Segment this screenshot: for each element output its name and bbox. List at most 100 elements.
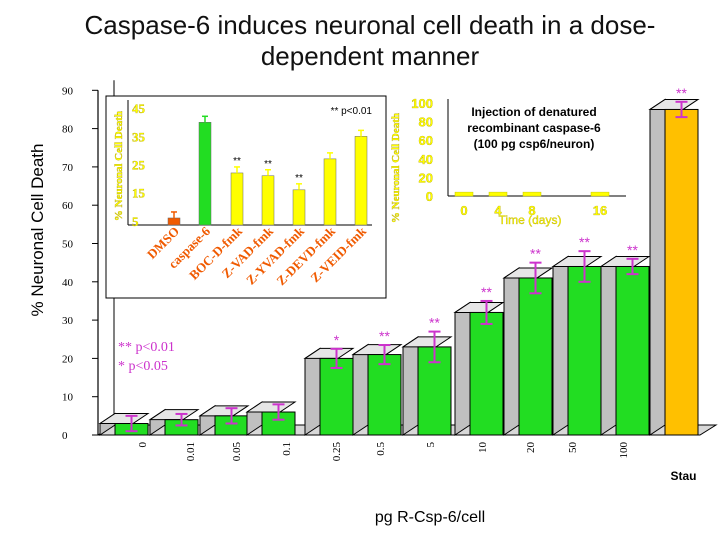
inset-significance-label: ** (233, 156, 241, 167)
bar-top (303, 347, 355, 359)
y-tick-label: 70 (62, 162, 74, 174)
inset-y-axis-label: % Neuronal Cell Death (113, 111, 125, 221)
bar-top (148, 409, 200, 421)
inset2-y-tick-label: 80 (419, 115, 433, 130)
inset2-y-tick-label: 40 (419, 152, 433, 167)
significance-label: ** (579, 234, 590, 250)
significance-label: ** (429, 315, 440, 331)
significance-label: ** (530, 246, 541, 262)
inset2-bar (590, 191, 610, 197)
bar-top (245, 401, 297, 413)
bar-side (352, 343, 369, 436)
bar (664, 108, 699, 436)
inset-y-tick-label: 25 (132, 158, 146, 173)
bar (518, 277, 553, 436)
y-tick-label: 90 (62, 85, 74, 97)
bar-side (304, 347, 321, 436)
inset2-y-tick-label: 0 (426, 189, 433, 204)
x-tick-label: 0.1 (281, 442, 293, 456)
bar-top (551, 255, 603, 267)
legend-line: ** p<0.01 (118, 340, 175, 355)
inset-bar (230, 172, 244, 226)
inset2-y-axis-label: % Neuronal Cell Death (390, 113, 402, 223)
y-tick-label: 0 (62, 430, 68, 442)
inset-y-tick-label: 45 (132, 101, 146, 116)
bar (319, 357, 354, 436)
x-tick-label: Stau (670, 469, 696, 483)
inset-bar (261, 175, 275, 226)
inset-bar (292, 189, 306, 226)
x-tick-label: 20 (525, 442, 537, 454)
inset2-y-tick-label: 100 (411, 96, 433, 111)
bar-side (402, 335, 419, 436)
inset-frame (105, 95, 387, 299)
bar-side (503, 267, 520, 436)
x-tick-label: 0.01 (185, 442, 197, 461)
bar-side (649, 98, 666, 436)
bar-side (454, 301, 471, 436)
bar-top (351, 344, 403, 356)
inset-note: ** p<0.01 (331, 106, 373, 117)
inset-y-tick-label: 5 (132, 214, 139, 229)
bar-top (98, 413, 150, 425)
inset2-bar (454, 191, 474, 197)
bar (567, 265, 602, 436)
bar-side (600, 255, 617, 436)
x-tick-label: 0.05 (231, 442, 243, 462)
inset-significance-label: ** (295, 173, 303, 184)
y-tick-label: 80 (62, 124, 74, 136)
inset-bar (323, 158, 337, 226)
y-tick-label: 20 (62, 353, 74, 365)
bar-top (453, 301, 505, 313)
bar (469, 311, 504, 436)
significance-label: ** (676, 85, 687, 101)
y-tick-label: 30 (62, 315, 74, 327)
inset2-title-line: Injection of denatured (471, 105, 596, 119)
y-tick-label: 60 (62, 200, 74, 212)
inset-y-tick-label: 15 (132, 186, 146, 201)
significance-label: ** (481, 284, 492, 300)
bar-top (198, 405, 250, 417)
bar (615, 265, 650, 436)
inset2-y-tick-label: 20 (419, 170, 433, 185)
x-tick-label: 5 (425, 442, 437, 448)
y-axis-label: % Neuronal Cell Death (28, 144, 47, 317)
legend-line: * p<0.05 (118, 359, 168, 374)
inset2-title-line: (100 pg csp6/neuron) (474, 137, 595, 151)
bar-top (648, 98, 700, 110)
x-tick-label: 100 (618, 442, 630, 459)
x-tick-label: 50 (567, 442, 579, 454)
inset2-x-tick-label: 8 (528, 203, 535, 218)
significance-label: ** (627, 242, 638, 258)
inset2-title-line: recombinant caspase-6 (467, 121, 601, 135)
significance-label: ** (379, 328, 390, 344)
x-tick-label: 0 (137, 442, 149, 448)
bar-top (401, 336, 453, 348)
bar-side (552, 255, 569, 436)
y-tick-label: 50 (62, 239, 74, 251)
x-tick-label: 0.5 (375, 442, 387, 456)
significance-label: * (334, 332, 340, 348)
inset-significance-label: ** (264, 159, 272, 170)
bar (367, 354, 402, 436)
x-tick-label: 10 (477, 442, 489, 454)
x-axis-label: pg R-Csp-6/cell (375, 509, 485, 526)
inset-y-tick-label: 35 (132, 129, 146, 144)
y-tick-label: 40 (62, 277, 74, 289)
inset2-x-tick-label: 0 (460, 203, 467, 218)
inset2-bar (488, 191, 508, 197)
inset2-x-tick-label: 4 (494, 203, 502, 218)
inset2-bar (522, 191, 542, 197)
inset2-x-tick-label: 16 (593, 203, 607, 218)
inset-bar (198, 122, 212, 226)
inset-bar (354, 136, 368, 226)
inset2-y-tick-label: 60 (419, 133, 433, 148)
x-tick-label: 0.25 (331, 442, 343, 462)
y-tick-label: 10 (62, 392, 74, 404)
chart-title: Caspase-6 induces neuronal cell death in… (84, 10, 656, 71)
bar-top (502, 267, 554, 279)
